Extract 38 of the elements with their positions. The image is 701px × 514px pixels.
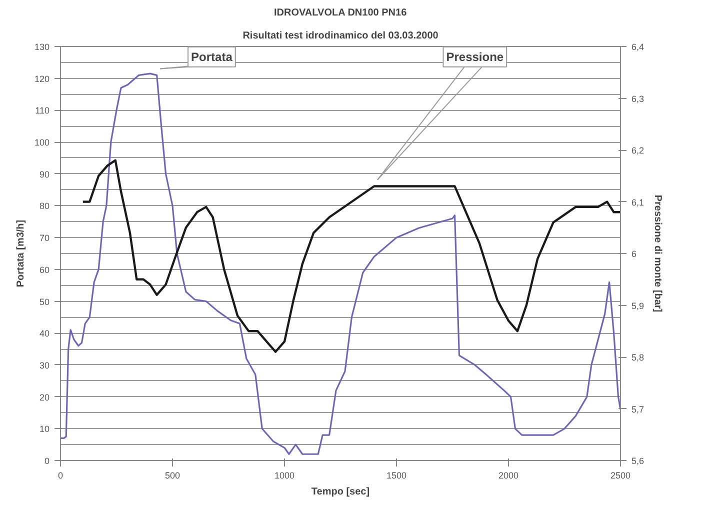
- y-tick-label: 0: [44, 456, 50, 466]
- chart-subtitle: Risultati test idrodinamico del 03.03.2000: [242, 30, 439, 42]
- x-tick-label: 2000: [498, 470, 519, 480]
- text: Portata: [191, 50, 233, 64]
- y2-tick-label: 6,4: [632, 42, 644, 52]
- x-tick-label: 1500: [386, 470, 407, 480]
- x-tick-label: 1000: [274, 470, 295, 480]
- chart-title: IDROVALVOLA DN100 PN16: [274, 8, 408, 18]
- x-tick-label: 2500: [610, 470, 631, 480]
- y2-tick-label: 6,3: [632, 94, 644, 104]
- y-tick-label: 120: [34, 74, 50, 84]
- y-axis-title: Portata [m3/h]: [15, 220, 26, 288]
- y-tick-label: 20: [39, 392, 50, 402]
- y-tick-label: 30: [39, 360, 50, 370]
- y-tick-label: 40: [39, 328, 50, 339]
- y-tick-label: 80: [39, 201, 50, 212]
- line-series: [82, 159, 620, 353]
- x-tick-label: 500: [164, 470, 180, 480]
- text: Pressione: [446, 50, 504, 64]
- y-tick-label: 100: [34, 138, 50, 148]
- y2-tick-label: 6: [632, 249, 637, 259]
- y2-tick-label: 5,6: [632, 456, 644, 466]
- y2-tick-label: 6,2: [632, 146, 644, 156]
- x-tick-label: 0: [58, 470, 64, 480]
- y-tick-label: 10: [39, 424, 50, 434]
- line-series: [60, 72, 620, 455]
- y2-tick-label: 6,1: [632, 197, 644, 208]
- x-axis-title: Tempo [sec]: [311, 486, 370, 498]
- y-tick-label: 130: [34, 42, 50, 52]
- y-tick-label: 90: [39, 169, 50, 180]
- y2-tick-label: 5,7: [632, 404, 644, 414]
- y-tick-label: 60: [39, 264, 50, 275]
- y2-axis-title: Pressione di monte [bar]: [652, 194, 664, 312]
- y-tick-label: 70: [39, 233, 50, 244]
- y-tick-label: 50: [39, 296, 50, 307]
- y2-tick-label: 5,9: [632, 300, 644, 311]
- y2-tick-label: 5,8: [632, 352, 644, 362]
- y-tick-label: 110: [35, 106, 50, 116]
